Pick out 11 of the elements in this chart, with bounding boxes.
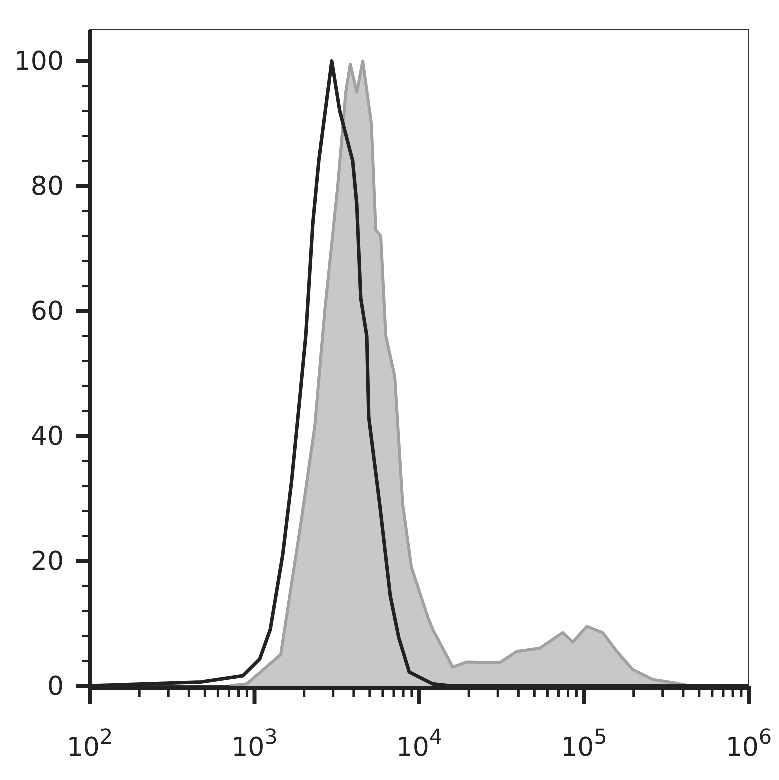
x-tick-label: 10$^{4}$	[396, 725, 443, 763]
y-tick-label: 100	[14, 47, 64, 78]
y-tick-label: 40	[30, 422, 64, 452]
x-tick-label: 10$^{3}$	[232, 725, 278, 763]
y-tick-label: 60	[30, 297, 64, 328]
y-tick-label: 20	[30, 547, 64, 578]
x-tick-label: 10$^{6}$	[726, 725, 772, 763]
x-tick-label: 10$^{2}$	[66, 725, 114, 763]
x-tick-label: 10$^{5}$	[561, 725, 608, 763]
y-tick-label: 0	[47, 672, 64, 702]
y-tick-label: 80	[30, 172, 64, 202]
